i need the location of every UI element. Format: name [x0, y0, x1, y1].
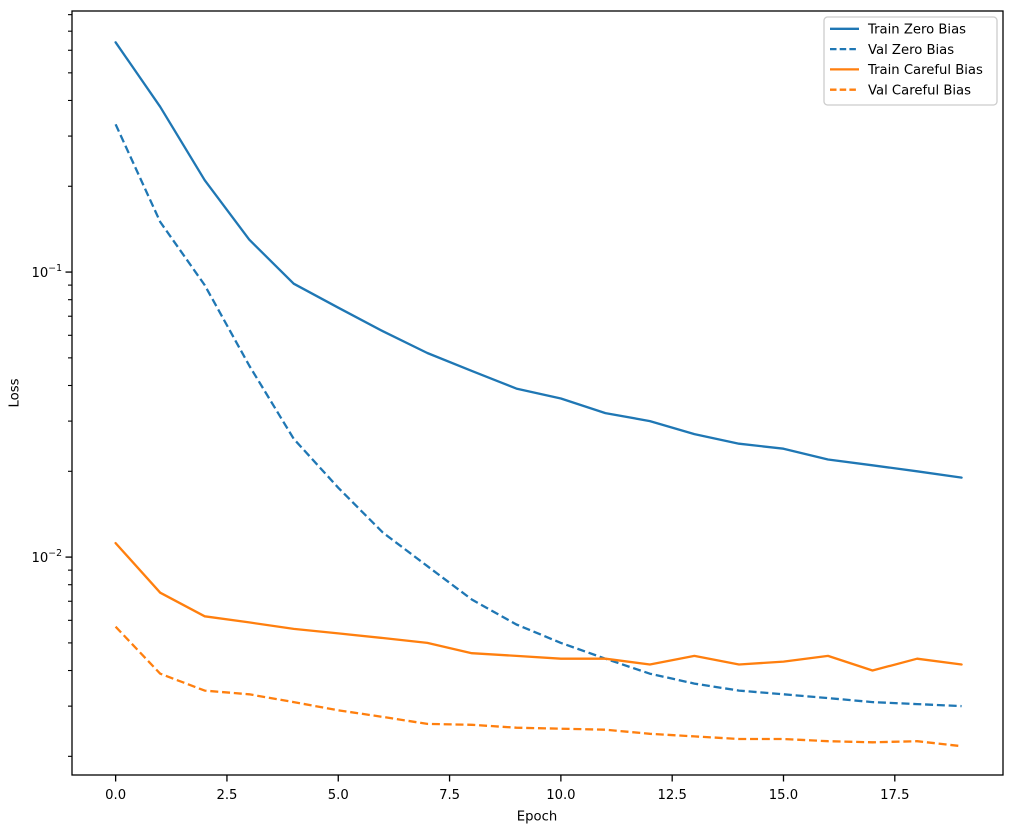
legend-label: Train Zero Bias: [867, 23, 966, 38]
series-line-val-zero-bias: [114, 123, 962, 708]
x-axis-label: Epoch: [516, 809, 558, 825]
x-tick-label: 5.0: [328, 788, 349, 803]
y-tick-label: 10−2: [32, 548, 63, 566]
legend-item: Val Zero Bias: [830, 43, 954, 58]
x-tick-label: 7.5: [439, 788, 460, 803]
legend-item: Train Careful Bias: [830, 63, 983, 78]
x-tick-label: 0.0: [105, 788, 126, 803]
y-axis-label: Loss: [7, 378, 23, 408]
x-tick-label: 2.5: [216, 788, 237, 803]
y-tick-label: 10−1: [32, 263, 63, 281]
series-line-train-careful-bias: [114, 541, 963, 672]
legend-label: Val Zero Bias: [868, 43, 954, 58]
x-tick-label: 15.0: [769, 788, 798, 803]
series-line-train-zero-bias: [114, 41, 963, 479]
x-tick-label: 12.5: [657, 788, 686, 803]
legend-label: Val Careful Bias: [868, 83, 971, 98]
plot-border: [71, 10, 1004, 776]
legend-label: Train Careful Bias: [867, 63, 983, 78]
x-tick-label: 10.0: [546, 788, 575, 803]
legend: Train Zero Bias Val Zero Bias Train Carefu…: [823, 16, 998, 106]
legend-item: Val Careful Bias: [830, 83, 971, 98]
series-line-val-careful-bias: [114, 625, 962, 748]
legend-item: Train Zero Bias: [830, 23, 966, 38]
legend-frame: [823, 16, 998, 106]
x-tick-label: 17.5: [880, 788, 909, 803]
